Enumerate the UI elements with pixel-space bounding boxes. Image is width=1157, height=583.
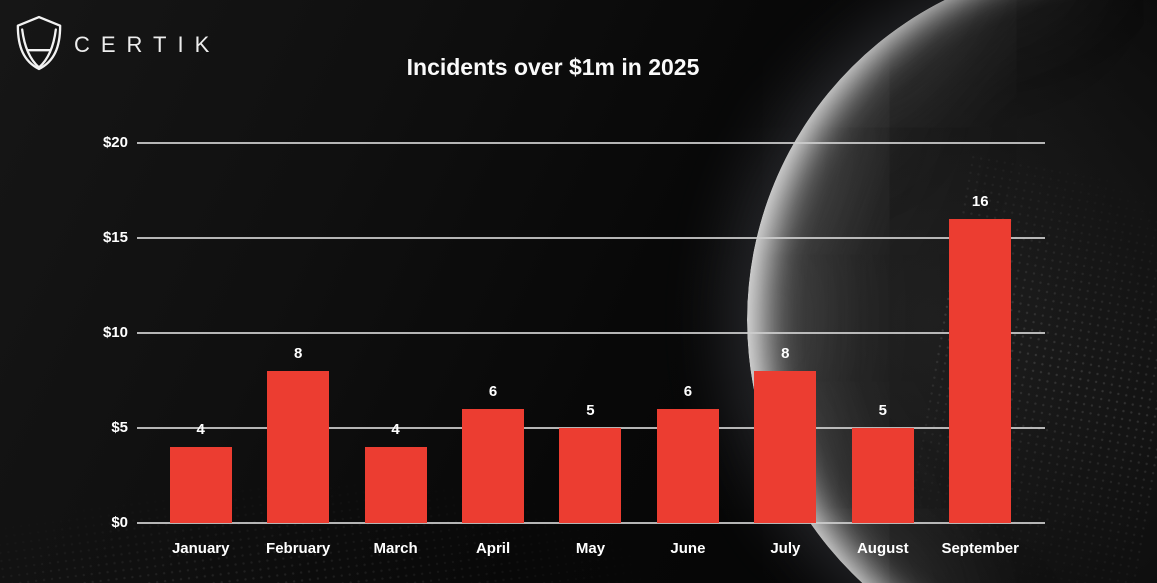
bar-value-label: 8 — [293, 345, 303, 362]
x-axis-label: April — [475, 540, 511, 557]
bar-value-label: 6 — [488, 383, 498, 400]
bar-value-label: 5 — [586, 402, 595, 419]
bar-february — [267, 371, 330, 523]
chart-title: Incidents over $1m in 2025 — [406, 54, 700, 80]
bar-column: 4 March — [347, 143, 444, 557]
bar-value-label: 4 — [196, 421, 205, 438]
bar-column: 6 June — [639, 143, 736, 557]
bar-chart: $0 $5 $10 $15 $20 4 January 8 February 4 March 6 Ap… — [103, 134, 1045, 557]
bar-april — [462, 409, 525, 523]
bar-june — [656, 409, 719, 523]
bar-column: 5 August — [834, 143, 931, 557]
certik-shield-icon — [14, 12, 64, 74]
bar-value-label: 16 — [971, 193, 989, 210]
bar-august — [851, 428, 914, 523]
y-axis-tick-label: $20 — [102, 134, 128, 151]
bar-column: 16 September — [932, 143, 1029, 557]
certik-logo: CERTIK — [14, 12, 220, 74]
x-axis-label: July — [770, 540, 801, 557]
x-axis-label: March — [373, 540, 418, 557]
bar-march — [364, 447, 427, 523]
bar-value-label: 4 — [391, 421, 400, 438]
y-axis-tick-label: $5 — [111, 419, 128, 436]
gridline — [137, 522, 1045, 524]
bar-value-label: 6 — [683, 383, 693, 400]
y-axis-tick-label: $15 — [102, 229, 128, 246]
gridline — [137, 142, 1045, 144]
x-axis-label: May — [575, 540, 606, 557]
gridline — [137, 237, 1045, 239]
gridline — [137, 332, 1045, 334]
x-axis-label: June — [670, 540, 706, 557]
bar-column: 8 July — [737, 143, 834, 557]
bar-column: 6 April — [444, 143, 541, 557]
bar-july — [754, 371, 817, 523]
y-axis-tick-label: $0 — [111, 514, 128, 531]
y-axis-tick-label: $10 — [102, 324, 128, 341]
x-axis-label: August — [856, 540, 909, 557]
bar-september — [949, 219, 1012, 523]
bar-column: 4 January — [152, 143, 249, 557]
bar-column: 8 February — [249, 143, 346, 557]
bar-value-label: 8 — [781, 345, 790, 362]
brand-name: CERTIK — [74, 32, 221, 57]
x-axis-label: February — [266, 540, 331, 557]
x-axis-label: January — [171, 540, 230, 557]
bar-value-label: 5 — [878, 402, 887, 419]
bar-may — [559, 428, 622, 523]
bar-january — [169, 447, 232, 523]
bars-row: 4 January 8 February 4 March 6 April 5 May 6 June 8 J… — [152, 143, 1029, 557]
x-axis-label: September — [941, 540, 1019, 557]
bar-column: 5 May — [542, 143, 639, 557]
